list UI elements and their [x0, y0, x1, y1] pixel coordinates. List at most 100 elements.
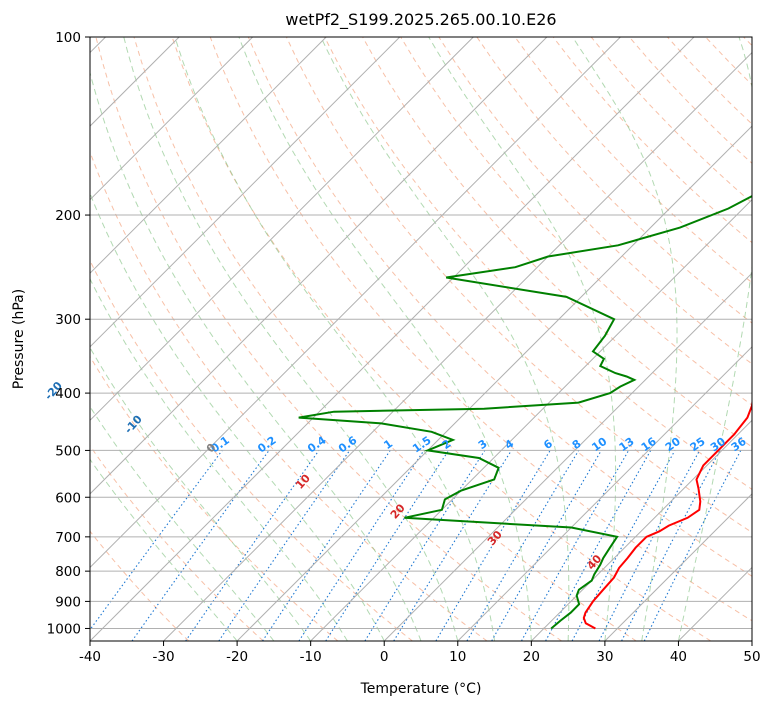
x-tick-label: 40 — [670, 649, 687, 665]
isotherm-line — [90, 37, 254, 201]
mixing-ratio-line — [521, 450, 630, 641]
mixing-ratio-line — [325, 450, 450, 641]
dry-adiabat-label: -10 — [122, 413, 145, 437]
y-tick-label: 800 — [55, 564, 81, 580]
dewpoint-line — [298, 194, 752, 630]
isotherm-line — [90, 37, 474, 422]
isotherm-line — [310, 198, 752, 641]
dry-adiabat-line — [476, 37, 752, 324]
mixing-ratio-label: 4 — [503, 437, 517, 452]
mixing-ratio-label: 0.4 — [305, 433, 329, 455]
mixing-ratio-label: 0.2 — [255, 434, 278, 456]
y-tick-label: 1000 — [47, 621, 81, 637]
dry-adiabat-line — [133, 37, 637, 641]
moist-adiabat-line — [90, 458, 238, 641]
y-axis-label: Pressure (hPa) — [11, 289, 27, 389]
dry-adiabat-line — [90, 530, 190, 641]
x-tick-label: 50 — [743, 649, 760, 665]
dry-adiabat-line — [285, 37, 752, 534]
y-tick-label: 200 — [55, 208, 81, 224]
isotherm-line — [90, 37, 401, 348]
isotherm-line — [236, 125, 752, 641]
dry-adiabat-line — [552, 37, 752, 244]
mixing-ratio-label: 16 — [639, 435, 659, 455]
dry-adiabat-label: 40 — [584, 552, 604, 572]
dry-adiabat-line — [590, 37, 752, 204]
moist-adiabat-line — [90, 405, 275, 641]
moist-adiabat-line — [320, 37, 570, 641]
dry-adiabat-line — [667, 37, 752, 125]
moist-adiabat-line — [238, 37, 532, 641]
moist-adiabat-line — [677, 37, 752, 641]
mixing-ratio-label: 1.5 — [410, 434, 433, 456]
mixing-ratio-label: 30 — [708, 435, 728, 455]
dry-adiabat-line — [95, 37, 562, 641]
x-tick-label: 0 — [380, 649, 389, 665]
mixing-ratio-line — [218, 450, 351, 641]
mixing-ratio-line — [571, 450, 676, 641]
isopleth-labels: 0.10.20.40.611.52346810131620253036-100-… — [42, 379, 749, 572]
dry-adiabat-line — [247, 37, 752, 577]
mixing-ratio-label: 1 — [381, 437, 395, 452]
x-tick-label: -30 — [153, 649, 175, 665]
mixing-ratio-label: 25 — [688, 435, 708, 454]
dry-adiabat-line — [209, 37, 752, 622]
y-tick-label: 700 — [55, 530, 81, 546]
x-tick-label: -20 — [226, 649, 248, 665]
mixing-ratio-label: 10 — [589, 435, 609, 455]
mixing-ratio-label: 0.6 — [336, 433, 360, 455]
x-tick-label: 10 — [449, 649, 466, 665]
y-tick-label: 500 — [55, 443, 81, 459]
y-tick-label: 300 — [55, 312, 81, 328]
mixing-ratio-line — [364, 450, 486, 641]
axes: -40 -30 -20 -10 0 10 20 30 40 50 100 200 300 400 500 60… — [47, 30, 761, 665]
temperature-line — [582, 397, 752, 630]
isotherm-line — [530, 419, 752, 641]
mixing-ratio-line — [262, 450, 391, 641]
dry-adiabat-line — [400, 37, 752, 406]
dry-adiabat-line — [628, 37, 752, 164]
y-tick-label: 100 — [55, 30, 81, 46]
x-tick-label: -40 — [79, 649, 101, 665]
dry-adiabat-line — [743, 37, 752, 47]
background-lines — [90, 37, 752, 641]
mixing-ratio-line — [545, 450, 652, 641]
x-tick-label: -10 — [300, 649, 322, 665]
isotherm-line — [163, 51, 752, 641]
mixing-ratio-line — [643, 450, 742, 641]
isotherm-line — [457, 346, 752, 641]
mixing-ratio-line — [185, 450, 320, 641]
plot-frame — [89, 36, 753, 642]
dry-adiabat-line — [90, 259, 413, 641]
moist-adiabat-line — [174, 37, 496, 641]
x-tick-label: 20 — [523, 649, 540, 665]
moist-adiabat-line — [123, 37, 459, 641]
y-tick-label: 600 — [55, 490, 81, 506]
dry-adiabat-line — [90, 355, 339, 641]
chart-title: wetPf2_S199.2025.265.00.10.E26 — [285, 10, 556, 30]
y-tick-label: 400 — [55, 386, 81, 402]
mixing-ratio-label: 20 — [663, 435, 683, 455]
dry-adiabat-line — [171, 37, 712, 641]
dry-adiabat-line — [90, 150, 488, 641]
isotherm-line — [90, 37, 548, 495]
dry-adiabat-line — [438, 37, 752, 365]
dry-adiabat-line — [514, 37, 752, 284]
moist-adiabat-line — [90, 277, 348, 641]
moist-adiabat-line — [90, 192, 385, 641]
dry-adiabat-label: 30 — [485, 528, 505, 548]
profile-series — [298, 194, 752, 630]
moist-adiabat-line — [428, 37, 617, 641]
mixing-ratio-line — [90, 450, 223, 631]
mixing-ratio-line — [598, 450, 701, 641]
x-tick-label: 30 — [596, 649, 613, 665]
x-axis-label: Temperature (°C) — [360, 681, 482, 697]
isotherm-line — [90, 37, 621, 569]
isotherm-line — [751, 640, 752, 641]
isotherm-line — [604, 493, 752, 641]
dry-adiabat-line — [90, 444, 264, 641]
isotherm-line — [383, 272, 752, 641]
mixing-ratio-label: 13 — [617, 435, 637, 454]
mixing-ratio-line — [466, 450, 580, 641]
